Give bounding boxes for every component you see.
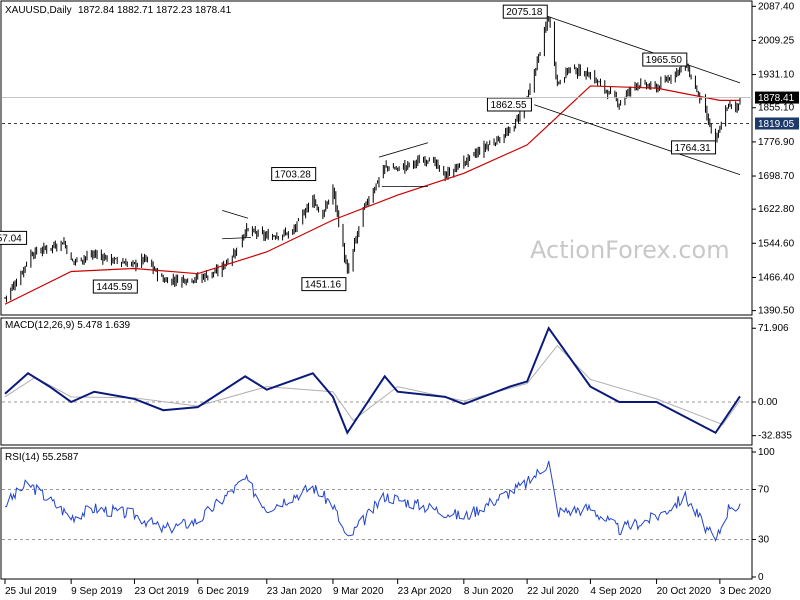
rsi-panel xyxy=(0,447,753,580)
price-tick-label: 1931.10 xyxy=(758,70,795,81)
rsi-tick-label: 0 xyxy=(758,572,764,583)
price-tick-label: 1466.40 xyxy=(758,272,795,283)
price-tick-label: 1390.50 xyxy=(758,306,795,317)
annotation-label: 1451.16 xyxy=(305,280,342,291)
header-open: 1872.84 xyxy=(78,5,115,16)
level-tag xyxy=(755,117,799,130)
annotation-label: 1557.04 xyxy=(0,233,22,244)
price-panel xyxy=(0,0,753,316)
price-tags: 1878.41 1819.05 xyxy=(2,91,799,130)
sma-layer xyxy=(4,85,740,305)
price-axis: 2087.40 2009.25 1931.10 1855.10 1776.90 1698.… xyxy=(752,1,795,317)
header-close: 1878.41 xyxy=(195,5,232,16)
annotation-box xyxy=(0,230,28,245)
date-tick-label: 8 Jun 2020 xyxy=(464,586,514,597)
rsi-axis: 100 70 30 0 xyxy=(752,447,775,583)
date-axis: 25 Jul 2019 9 Sep 2019 23 Oct 2019 6 Dec 20… xyxy=(4,579,772,597)
price-bars xyxy=(4,16,741,303)
date-tick-label: 6 Dec 2019 xyxy=(198,586,250,597)
annotation-label: 1965.50 xyxy=(646,55,683,66)
date-tick-label: 23 Oct 2019 xyxy=(134,586,189,597)
macd-line xyxy=(4,326,741,435)
level-label: 1819.05 xyxy=(758,119,795,130)
price-tick-label: 1698.70 xyxy=(758,171,795,182)
rsi-tick-label: 30 xyxy=(758,535,770,546)
annotation-label: 1862.55 xyxy=(490,100,527,111)
annotation-box xyxy=(642,52,688,67)
price-tick-label: 1622.80 xyxy=(758,204,795,215)
annotation-box xyxy=(92,279,138,294)
triangle-upper xyxy=(222,210,249,219)
channel-upper xyxy=(534,11,741,84)
annotation-label: 1703.28 xyxy=(275,170,312,181)
price-tick-label: 1776.90 xyxy=(758,137,795,148)
date-tick-label: 9 Sep 2019 xyxy=(71,586,123,597)
price-tick-label: 1544.60 xyxy=(758,238,795,249)
macd-panel xyxy=(0,317,753,446)
macd-tick-label: -32.835 xyxy=(758,431,792,442)
date-tick-label: 20 Oct 2020 xyxy=(657,586,712,597)
annotation-box xyxy=(271,167,317,182)
price-tick-label: 1855.10 xyxy=(758,103,795,114)
date-tick-label: 4 Sep 2020 xyxy=(590,586,642,597)
date-tick-label: 3 Dec 2020 xyxy=(720,586,772,597)
annotation-box xyxy=(502,4,548,19)
rsi-line xyxy=(4,460,741,542)
macd-signal-line xyxy=(4,344,741,426)
date-tick-label: 23 Apr 2020 xyxy=(398,586,452,597)
channel-lower xyxy=(534,104,741,175)
header-low: 1872.23 xyxy=(156,5,193,16)
sma55-line xyxy=(4,85,740,305)
current-price-label: 1878.41 xyxy=(758,93,795,104)
rsi-layer xyxy=(2,460,752,542)
price-tick-label: 2009.25 xyxy=(758,35,795,46)
macd-layer xyxy=(2,326,752,435)
annotation-label: 2075.18 xyxy=(506,7,543,18)
date-tick-label: 9 Mar 2020 xyxy=(333,586,384,597)
price-header: XAUUSD,Daily 1872.84 1882.71 1872.23 187… xyxy=(5,5,232,16)
macd-tick-label: 71.906 xyxy=(758,323,789,334)
annotation-box xyxy=(486,97,532,112)
annotation-box xyxy=(301,277,347,292)
header-symbol: XAUUSD,Daily xyxy=(5,5,72,16)
wedge-upper xyxy=(378,142,428,158)
price-tick-label: 2087.40 xyxy=(758,1,795,12)
trendlines xyxy=(222,11,741,240)
annotation-label: 1764.31 xyxy=(675,143,712,154)
macd-axis: 71.906 0.00 -32.835 xyxy=(752,323,792,442)
date-tick-label: 23 Jan 2020 xyxy=(267,586,322,597)
current-price-tag xyxy=(755,91,799,104)
annotation-box xyxy=(671,140,717,155)
rsi-tick-label: 100 xyxy=(758,447,775,458)
date-tick-label: 22 Jul 2020 xyxy=(527,586,579,597)
triangle-lower xyxy=(222,237,251,240)
rsi-title: RSI(14) 55.2587 xyxy=(5,452,79,463)
date-tick-label: 25 Jul 2019 xyxy=(5,586,57,597)
annotation-label: 1445.59 xyxy=(96,282,133,293)
watermark: ActionForex.com xyxy=(530,236,730,264)
macd-tick-label: 0.00 xyxy=(758,397,778,408)
rsi-tick-label: 70 xyxy=(758,485,770,496)
macd-title: MACD(12,26,9) 5.478 1.639 xyxy=(5,320,131,331)
header-high: 1882.71 xyxy=(117,5,154,16)
annotations: 1557.04 1445.59 1703.28 1451.16 2075.18 1862.… xyxy=(0,4,717,294)
